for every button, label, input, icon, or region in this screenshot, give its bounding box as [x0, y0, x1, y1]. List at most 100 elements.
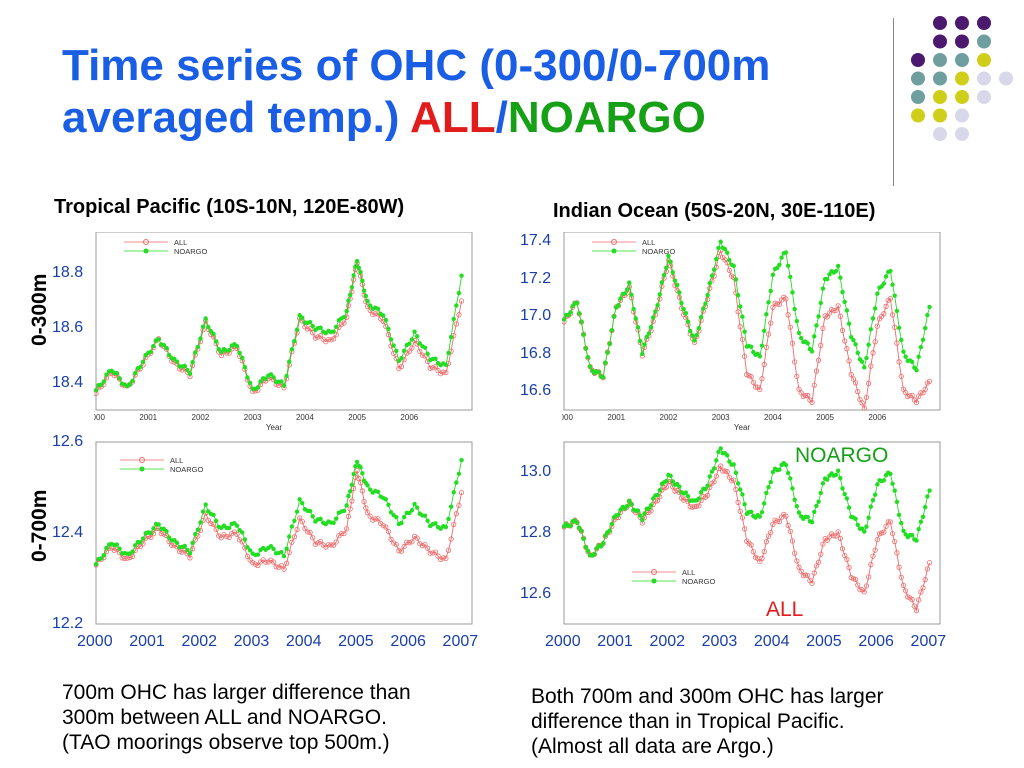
point-noargo: [688, 328, 693, 334]
point-all: [866, 574, 872, 580]
point-all: [354, 467, 360, 474]
point-all: [304, 326, 311, 332]
point-all: [239, 539, 245, 545]
point-noargo: [391, 343, 396, 348]
x-tick-label: 2006: [858, 633, 894, 650]
row-label-300m: 0-300m: [28, 273, 51, 346]
inner-x-tick-label: 2004: [764, 413, 782, 422]
point-all: [713, 473, 719, 479]
point-all: [345, 513, 352, 520]
point-noargo: [94, 562, 99, 567]
point-all: [913, 399, 920, 406]
point-noargo: [738, 487, 743, 492]
point-noargo: [637, 513, 643, 518]
point-all: [338, 321, 345, 327]
point-all: [765, 331, 772, 337]
point-noargo: [709, 273, 715, 278]
x-tick-label: 2007: [910, 633, 947, 650]
point-all: [124, 555, 130, 561]
point-noargo: [901, 349, 906, 354]
point-all: [317, 333, 324, 339]
point-all: [331, 542, 337, 548]
decorative-dot: [977, 90, 991, 104]
point-noargo: [353, 464, 358, 469]
point-all: [427, 550, 433, 556]
point-noargo: [245, 375, 250, 380]
note-right-line-3: (Almost all data are Argo.): [531, 735, 774, 758]
point-all: [404, 539, 410, 545]
point-noargo: [890, 481, 895, 486]
point-noargo: [407, 341, 412, 346]
point-all: [724, 469, 730, 475]
point-noargo: [657, 292, 662, 297]
point-all: [835, 303, 841, 309]
point-noargo: [211, 331, 216, 337]
point-all: [920, 390, 926, 396]
point-noargo: [240, 530, 245, 535]
inner-x-tick-label: 2004: [296, 413, 314, 422]
point-noargo: [820, 286, 826, 291]
point-noargo: [331, 520, 336, 525]
point-all: [356, 475, 362, 482]
point-all: [735, 499, 741, 505]
point-all: [427, 365, 433, 371]
point-noargo: [292, 338, 297, 344]
point-noargo: [923, 505, 928, 510]
point-all: [844, 346, 850, 352]
y-tick-label: 12.6: [520, 584, 552, 602]
point-all: [920, 585, 926, 591]
decorative-dot: [999, 71, 1013, 86]
point-noargo: [401, 348, 407, 354]
y-tick-label: 16.6: [520, 382, 552, 400]
point-noargo: [764, 312, 769, 317]
column-title-left: Tropical Pacific (10S-10N, 120E-80W): [54, 196, 405, 218]
point-noargo: [451, 490, 456, 495]
point-noargo: [451, 316, 456, 322]
point-all: [848, 372, 854, 378]
point-noargo: [443, 362, 449, 367]
decorative-dot: [955, 108, 969, 123]
point-all: [187, 555, 193, 561]
point-noargo: [104, 545, 109, 551]
point-all: [783, 296, 789, 302]
point-all: [325, 336, 331, 343]
point-all: [409, 539, 415, 545]
inner-x-tick-label: 2003: [244, 413, 262, 422]
point-all: [813, 368, 820, 374]
point-noargo: [794, 504, 800, 509]
point-all: [857, 587, 863, 593]
point-noargo: [896, 325, 902, 330]
point-noargo: [875, 482, 880, 487]
point-all: [846, 565, 852, 571]
point-all: [794, 373, 800, 379]
point-noargo: [792, 497, 797, 502]
point-noargo: [816, 314, 821, 319]
y-tick-label: 18.4: [52, 373, 84, 391]
decorative-dot: [933, 34, 947, 49]
point-all: [922, 577, 928, 583]
point-noargo: [346, 493, 351, 499]
point-noargo: [156, 337, 161, 342]
inner-x-tick-label: 2002: [192, 413, 210, 422]
x-tick-label: 2004: [285, 633, 322, 650]
point-noargo: [156, 522, 161, 527]
point-noargo: [696, 496, 702, 501]
point-noargo: [677, 484, 682, 489]
point-noargo: [456, 290, 462, 296]
point-noargo: [117, 546, 122, 551]
point-noargo: [443, 524, 449, 530]
point-noargo: [344, 308, 349, 314]
point-noargo: [909, 532, 915, 538]
point-all: [872, 339, 878, 345]
point-all: [396, 548, 402, 554]
point-noargo: [101, 552, 107, 558]
point-all: [887, 519, 893, 525]
point-all: [768, 529, 774, 536]
point-noargo: [386, 502, 391, 508]
x-tick-label: 2003: [233, 633, 270, 650]
series-line-all: [95, 470, 463, 570]
point-noargo: [114, 371, 120, 376]
point-all: [842, 338, 848, 344]
inner-x-axis-title: Year: [266, 423, 283, 432]
